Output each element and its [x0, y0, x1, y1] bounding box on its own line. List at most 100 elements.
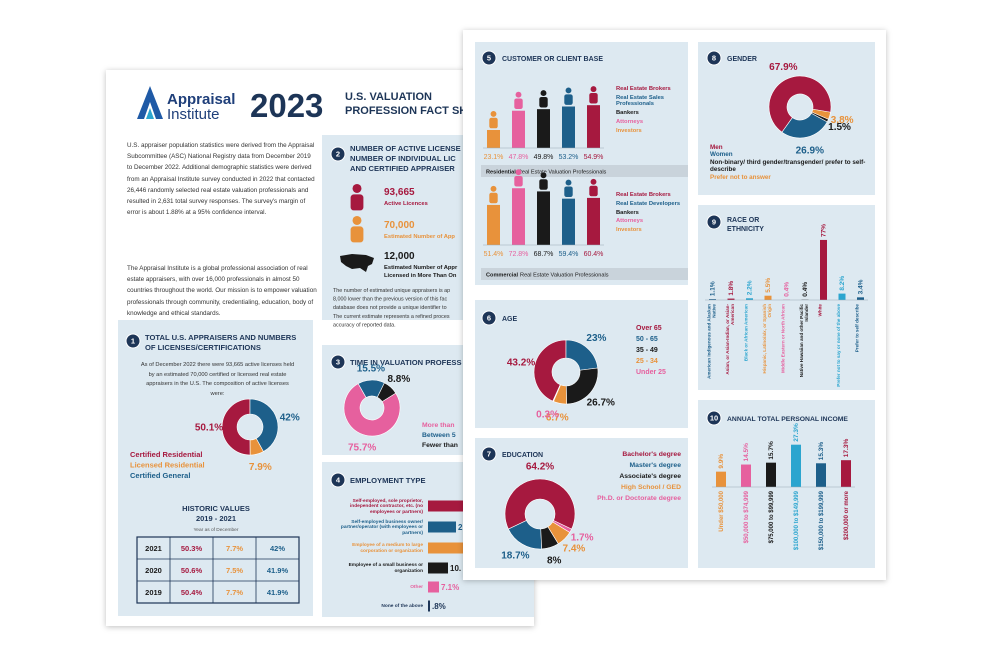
person-icon-body — [589, 185, 598, 197]
x-tick-label: Prefer not to say or none of the above — [836, 304, 841, 387]
data-label: 15.5% — [357, 364, 385, 375]
data-label: 2.2% — [747, 280, 754, 295]
bar — [716, 471, 726, 487]
caption: Commercial — [486, 273, 518, 279]
legend-entry: Associate's degree — [619, 473, 681, 480]
legend-entry: Certified Residential — [130, 450, 203, 459]
stat-label: Active Licences — [384, 201, 428, 207]
legend-entry: 25 - 34 — [636, 358, 658, 365]
person-icon-head — [565, 87, 572, 94]
panel — [118, 320, 313, 616]
bar — [764, 295, 772, 300]
paragraph: The Appraisal Institute is a global prof… — [127, 265, 317, 317]
donut-segment — [533, 339, 567, 402]
section-badge — [481, 310, 497, 326]
table-cell: 50.6% — [181, 566, 203, 575]
row-label: Self-employed business owner/ partner/op… — [340, 519, 423, 536]
data-label: 18.7% — [501, 551, 529, 562]
section-title: TIME IN VALUATION PROFESS — [350, 358, 462, 367]
data-label: 8.8% — [387, 374, 410, 385]
donut-segment — [552, 384, 561, 402]
table-cell: 2020 — [145, 566, 162, 575]
section-title: RACE OR ETHNICITY — [727, 217, 764, 233]
donut-segment — [552, 520, 572, 533]
section-number: 10 — [710, 414, 718, 423]
data-label: 67.9% — [769, 62, 797, 73]
legend-entry: Master's degree — [630, 462, 682, 469]
table-cell: 42% — [270, 544, 285, 553]
note-line: accuracy of reported data. — [333, 322, 396, 328]
donut-segment — [768, 75, 832, 133]
donut-segment — [508, 520, 543, 550]
bar — [487, 129, 500, 148]
section-title: EMPLOYMENT TYPE — [350, 476, 426, 485]
table-cell: 50.4% — [181, 588, 203, 597]
data-label: 42% — [280, 412, 300, 423]
legend-entry: Fewer than — [422, 442, 458, 449]
bar — [562, 198, 575, 245]
person-icon-body — [350, 226, 364, 243]
x-tick-label-box: American Indigenous and Alaskan Native — [707, 304, 717, 379]
bar — [587, 105, 600, 148]
bar — [766, 462, 776, 487]
x-tick-label: Middle Eastern or North African — [780, 304, 786, 374]
x-tick-label-box: Hispanic, Latino/a/x, or Spanish Origin — [762, 304, 772, 373]
legend-entry: Bachelor's degree — [622, 451, 681, 458]
data-label: 50.1% — [195, 423, 223, 434]
stat-label: Licensed in More Than On — [384, 273, 457, 279]
bar-shape — [428, 500, 470, 512]
stat-value: 12,000 — [384, 251, 415, 262]
section-number: 2 — [336, 150, 340, 159]
paragraph-box: The Appraisal Institute is a global prof… — [127, 265, 317, 317]
donut-segment — [221, 398, 251, 456]
section-badge — [706, 410, 722, 426]
data-label: 47.8% — [509, 154, 529, 161]
person-icon-head — [352, 184, 362, 193]
caption: Real Estate Valuation Professionals — [518, 170, 607, 176]
bar — [587, 197, 600, 245]
data-label: 77% — [821, 224, 828, 237]
us-map-icon — [340, 254, 374, 272]
data-label: 5.5% — [765, 278, 772, 293]
data-label: 7.9% — [249, 462, 272, 473]
x-tick-label-box: Asian, or Asian-Indian, or Asian-America… — [725, 304, 735, 375]
data-label: 23% — [586, 333, 606, 344]
panel — [475, 42, 688, 285]
caption-strip — [481, 165, 688, 177]
row-label-box: Employee of a small business or organiza… — [349, 563, 423, 574]
legend-box: Real Estate Brokers Real Estate Sales Pro… — [616, 86, 671, 134]
x-tick-label-box: Prefer to self describe — [855, 304, 860, 352]
paragraph-box: As of December 2022 there were 93,665 ac… — [141, 362, 294, 397]
person-icon-body — [489, 192, 498, 204]
table-cell: 41.9% — [267, 566, 289, 575]
donut-segment — [376, 382, 397, 403]
data-label: 3.4% — [858, 279, 865, 294]
row-label: None of the above — [381, 604, 423, 610]
bar-shape — [428, 581, 439, 593]
legend-entry: Licensed Residential — [130, 461, 205, 470]
table-border — [136, 536, 300, 604]
legend-entry: Ph.D. or Doctorate degree — [597, 495, 681, 502]
table-cell: 41.9% — [267, 588, 289, 597]
section-number: 5 — [487, 54, 491, 63]
data-label: 23.1% — [484, 154, 504, 161]
section-badge — [330, 354, 346, 370]
legend-entry: Investors — [616, 127, 642, 134]
bar — [857, 297, 864, 300]
data-label: 0.4% — [802, 282, 809, 297]
row-label-box: Self-employed, sole proprietor, independ… — [350, 499, 423, 515]
data-label: 43.2% — [507, 358, 535, 369]
person-icon-head — [515, 91, 522, 98]
row-label-box: None of the above — [381, 604, 423, 610]
bar — [512, 110, 525, 148]
bar — [820, 239, 827, 300]
person-icon-head — [540, 90, 547, 97]
logo-mark — [137, 86, 163, 119]
legend-entry: Women — [710, 151, 733, 159]
table-note: Year as of December — [194, 527, 239, 533]
legend-entry: Certified General — [130, 471, 190, 480]
data-label: 14.5% — [743, 443, 750, 462]
x-tick-label: $100,000 to $149,999 — [794, 490, 800, 550]
